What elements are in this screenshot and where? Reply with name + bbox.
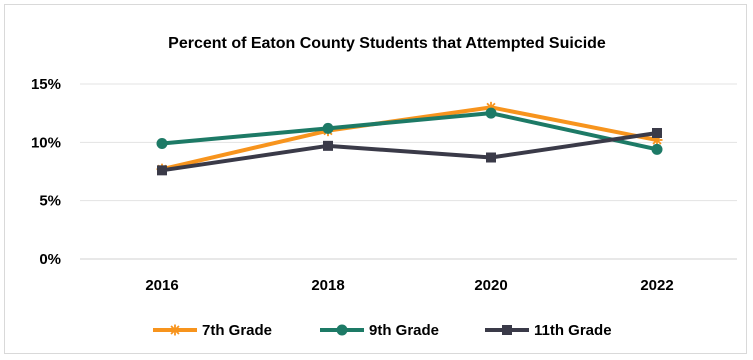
y-tick-label: 15% bbox=[31, 76, 61, 93]
data-point bbox=[322, 122, 334, 134]
legend: 7th Grade 9th Grade 11th Grade bbox=[153, 322, 612, 339]
data-point bbox=[486, 152, 496, 163]
legend-item: 9th Grade bbox=[320, 322, 439, 339]
legend-item: 7th Grade bbox=[153, 322, 272, 339]
chart-title: Percent of Eaton County Students that At… bbox=[168, 35, 606, 52]
x-tick-label: 2018 bbox=[311, 277, 344, 294]
data-point bbox=[651, 143, 663, 155]
data-point bbox=[157, 165, 167, 176]
legend-label: 9th Grade bbox=[369, 322, 439, 339]
series-line bbox=[160, 111, 659, 152]
x-tick-label: 2020 bbox=[474, 277, 507, 294]
x-tick-label: 2016 bbox=[145, 277, 178, 294]
chart-frame bbox=[4, 4, 747, 354]
data-point bbox=[156, 138, 168, 149]
legend-marker bbox=[169, 324, 181, 336]
data-point bbox=[485, 107, 497, 119]
series-9th-grade bbox=[156, 107, 663, 155]
gridlines bbox=[80, 83, 737, 260]
series-lines bbox=[156, 101, 663, 176]
y-tick-label: 10% bbox=[31, 134, 61, 151]
legend-marker bbox=[336, 324, 348, 336]
data-point bbox=[323, 140, 333, 151]
y-tick-label: 5% bbox=[39, 193, 61, 210]
data-point bbox=[652, 128, 662, 138]
y-axis-tick-labels: 0% 5% 10% 15% bbox=[31, 76, 61, 268]
legend-marker bbox=[502, 325, 512, 335]
legend-label: 7th Grade bbox=[202, 322, 272, 339]
x-tick-label: 2022 bbox=[640, 277, 673, 294]
legend-label: 11th Grade bbox=[534, 322, 612, 339]
series-11th-grade bbox=[157, 128, 662, 176]
series-line bbox=[160, 131, 659, 173]
y-tick-label: 0% bbox=[39, 251, 61, 268]
legend-item: 11th Grade bbox=[485, 322, 612, 339]
x-axis-tick-labels: 2016 2018 2020 2022 bbox=[145, 277, 673, 294]
